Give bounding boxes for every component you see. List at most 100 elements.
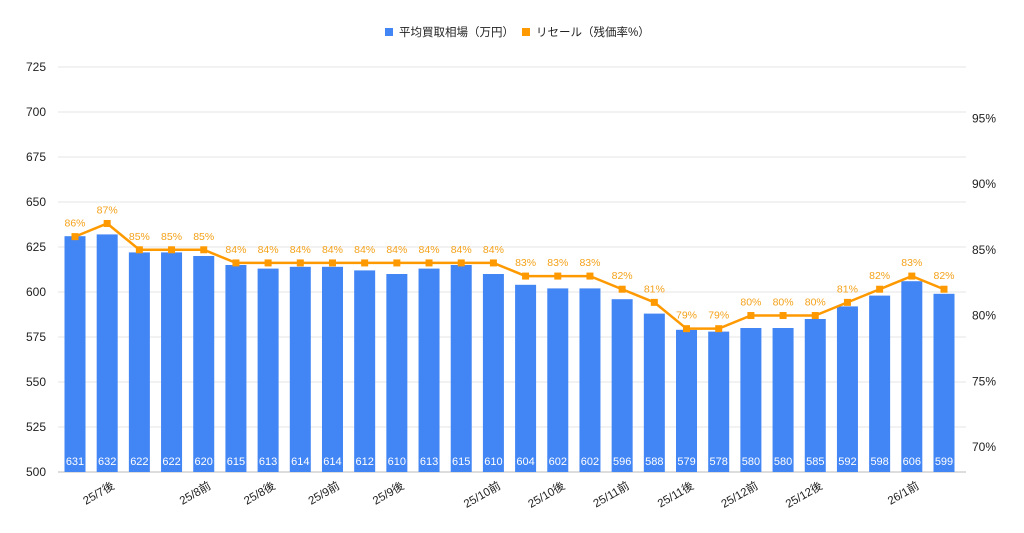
bar	[289, 266, 311, 472]
x-tick-label: 25/10後	[525, 478, 567, 511]
bar-data-label: 592	[838, 456, 856, 468]
bar-data-label: 632	[98, 456, 116, 468]
line-data-label: 84%	[258, 244, 279, 256]
bar-data-label: 622	[162, 456, 180, 468]
bar-data-label: 602	[581, 456, 599, 468]
bar	[933, 293, 955, 472]
line-point	[940, 285, 948, 293]
bar-data-label: 596	[613, 456, 631, 468]
legend-label-bar: 平均買取相場（万円）	[399, 26, 514, 39]
y-left-tick-label: 675	[26, 150, 46, 164]
line-point	[489, 259, 497, 267]
line-point	[168, 246, 176, 254]
line-point	[618, 285, 626, 293]
y-left-tick-label: 650	[26, 195, 46, 209]
line-point	[328, 259, 336, 267]
bar	[450, 265, 472, 472]
bar	[643, 313, 665, 472]
bar-data-label: 614	[323, 456, 341, 468]
line-series	[74, 222, 945, 330]
line-point	[908, 272, 916, 280]
y-right-tick-label: 85%	[972, 243, 996, 257]
legend-swatch-line	[522, 28, 530, 36]
line-data-label: 86%	[64, 218, 85, 230]
line-point	[103, 219, 111, 227]
line-point	[683, 325, 691, 333]
line-point	[425, 259, 433, 267]
y-left-tick-label: 700	[26, 105, 46, 119]
line-point	[264, 259, 272, 267]
bar-data-label: 604	[516, 456, 534, 468]
x-tick-label: 25/8後	[241, 478, 278, 507]
line-point	[811, 312, 819, 320]
y-right-tick-label: 70%	[972, 440, 996, 454]
line-data-label: 80%	[740, 297, 761, 309]
bar	[740, 328, 762, 472]
line-point	[200, 246, 208, 254]
bar-data-label: 614	[291, 456, 309, 468]
line-data-label: 84%	[225, 244, 246, 256]
line-data-label: 83%	[515, 257, 536, 269]
bar-data-label: 588	[645, 456, 663, 468]
bar-data-label: 602	[549, 456, 567, 468]
line-data-label: 84%	[386, 244, 407, 256]
bar	[64, 236, 86, 472]
line-data-label: 83%	[901, 257, 922, 269]
y-left-tick-label: 625	[26, 240, 46, 254]
bar	[225, 265, 247, 472]
bar	[547, 288, 569, 472]
bar-data-label: 598	[870, 456, 888, 468]
y-left-tick-label: 500	[26, 465, 46, 479]
bar-data-label: 615	[452, 456, 470, 468]
bar	[128, 252, 150, 472]
bar-data-label: 580	[742, 456, 760, 468]
line-data-label: 84%	[451, 244, 472, 256]
bar-data-label: 578	[710, 456, 728, 468]
line-data-label: 81%	[644, 283, 665, 295]
bar	[869, 295, 891, 472]
bar	[161, 252, 183, 472]
line-data-label: 79%	[676, 310, 697, 322]
bar-data-label: 579	[677, 456, 695, 468]
y-left-tick-label: 550	[26, 375, 46, 389]
legend-swatch-bar	[385, 28, 393, 36]
line-data-label: 79%	[708, 310, 729, 322]
bar-data-label: 606	[903, 456, 921, 468]
line-data-label: 84%	[290, 244, 311, 256]
bar	[386, 274, 408, 472]
legend-label-line: リセール（残価率%）	[536, 25, 650, 39]
bar-data-label: 620	[195, 456, 213, 468]
line-data-label: 82%	[869, 270, 890, 282]
x-tick-label: 25/9前	[306, 478, 342, 507]
line-point	[843, 298, 851, 306]
line-point	[779, 312, 787, 320]
bar	[193, 256, 215, 472]
bar-data-label: 613	[259, 456, 277, 468]
line-point	[296, 259, 304, 267]
bar	[804, 319, 826, 472]
bar-data-label: 580	[774, 456, 792, 468]
line-point	[747, 312, 755, 320]
bar	[482, 274, 504, 472]
bar	[257, 268, 279, 472]
line-point	[361, 259, 369, 267]
bar	[611, 299, 633, 472]
x-tick-label: 25/8前	[177, 478, 213, 507]
line-point	[232, 259, 240, 267]
x-tick-label: 25/12後	[783, 478, 825, 511]
line-data-label: 83%	[579, 257, 600, 269]
x-tick-label: 25/11前	[590, 478, 631, 510]
y-left-tick-label: 725	[26, 60, 46, 74]
y-left-tick-label: 525	[26, 420, 46, 434]
bar	[96, 234, 118, 472]
line-data-label: 82%	[612, 270, 633, 282]
x-tick-label: 25/9後	[370, 478, 407, 507]
bar	[676, 329, 698, 472]
line-data-label: 84%	[419, 244, 440, 256]
y-left-tick-label: 600	[26, 285, 46, 299]
line-data-label: 81%	[837, 283, 858, 295]
y-left-tick-label: 575	[26, 330, 46, 344]
x-tick-label: 26/1前	[885, 478, 921, 507]
line-data-label: 84%	[322, 244, 343, 256]
